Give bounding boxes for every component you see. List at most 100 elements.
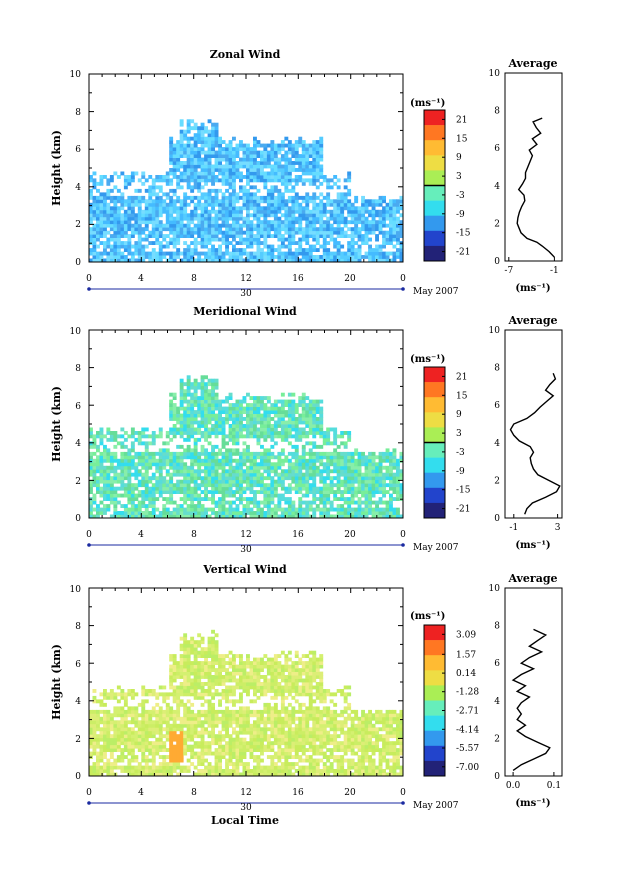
heat-cell — [357, 251, 362, 256]
heat-cell — [273, 216, 278, 221]
heat-cell — [130, 765, 135, 770]
heat-cell — [357, 486, 362, 491]
heat-cell — [242, 434, 247, 439]
heat-cell — [197, 431, 202, 435]
heat-cell — [312, 413, 317, 418]
heat-cell — [326, 469, 331, 474]
heat-cell — [158, 195, 163, 200]
heat-cell — [193, 504, 198, 508]
heat-cell — [197, 150, 202, 155]
heat-cell — [211, 765, 215, 770]
heat-cell — [207, 230, 212, 235]
heat-cell — [305, 434, 310, 439]
heat-cell — [329, 185, 334, 190]
heat-cell — [263, 223, 268, 228]
heat-cell — [137, 188, 142, 193]
heat-cell — [291, 188, 296, 193]
heat-cell — [347, 199, 352, 204]
heat-cell — [225, 490, 229, 494]
heat-cell — [294, 434, 299, 439]
heat-cell — [186, 140, 191, 144]
heat-cell — [137, 748, 142, 752]
heat-cell — [354, 195, 359, 200]
heat-cell — [280, 164, 285, 169]
heat-cell — [315, 507, 320, 512]
heat-cell — [266, 448, 271, 453]
heat-cell — [165, 244, 170, 249]
profile-y-tick-label: 10 — [489, 326, 501, 336]
heat-cell — [186, 479, 191, 484]
heat-cell — [235, 486, 240, 491]
heat-cell — [385, 258, 390, 263]
heat-cell — [92, 458, 97, 463]
heat-cell — [225, 220, 229, 225]
heat-cell — [280, 199, 285, 204]
heat-cell — [246, 455, 250, 460]
heat-cell — [256, 762, 261, 766]
heat-cell — [151, 511, 156, 515]
heat-cell — [368, 451, 372, 456]
heat-cell — [389, 199, 393, 204]
colorbar-band — [424, 412, 445, 428]
heat-cell — [305, 490, 310, 494]
heat-cell — [204, 171, 208, 176]
heat-cell — [214, 451, 219, 456]
heat-cell — [183, 202, 188, 207]
heat-cell — [172, 258, 177, 263]
heat-cell — [305, 237, 310, 242]
heat-cell — [280, 469, 285, 474]
heat-cell — [270, 168, 275, 172]
heat-cell — [92, 181, 97, 186]
heat-cell — [92, 223, 97, 228]
heat-cell — [183, 192, 188, 197]
heat-cell — [228, 403, 233, 407]
heat-cell — [333, 772, 338, 777]
profile-y-tick-label: 0 — [494, 257, 500, 267]
heat-cell — [228, 164, 233, 169]
heat-cell — [103, 175, 107, 179]
heat-cell — [148, 462, 153, 467]
heat-cell — [354, 462, 359, 467]
heat-cell — [340, 455, 345, 460]
heat-cell — [246, 392, 250, 397]
heat-cell — [347, 479, 352, 484]
heat-cell — [123, 230, 128, 235]
heat-cell — [214, 403, 219, 407]
heat-cell — [134, 472, 139, 477]
heat-cell — [218, 161, 222, 165]
heat-cell — [151, 230, 156, 235]
heat-cell — [364, 465, 369, 470]
heat-cell — [221, 462, 226, 467]
heat-cell — [183, 472, 188, 477]
heat-cell — [357, 469, 362, 474]
heat-cell — [211, 378, 215, 383]
heat-cell — [368, 507, 372, 512]
heat-cell — [123, 213, 128, 218]
heat-cell — [134, 507, 139, 512]
heat-cell — [158, 490, 163, 494]
heat-cell — [326, 748, 331, 752]
heat-cell — [249, 486, 254, 491]
heat-cell — [371, 476, 376, 481]
heat-cell — [315, 185, 320, 190]
heat-cell — [96, 762, 100, 766]
heat-cell — [204, 234, 208, 238]
heat-cell — [266, 486, 271, 491]
heat-cell — [294, 431, 299, 435]
heat-cell — [256, 511, 261, 515]
heat-cell — [333, 493, 338, 498]
heat-cell — [176, 154, 181, 158]
heat-cell — [246, 244, 250, 249]
heat-cell — [277, 417, 282, 421]
heat-cell — [116, 514, 121, 519]
heat-cell — [287, 258, 292, 263]
heat-cell — [190, 157, 195, 162]
heat-cell — [207, 216, 212, 221]
heat-cell — [305, 765, 310, 770]
heat-cell — [127, 216, 132, 221]
heat-cell — [176, 444, 181, 449]
heat-cell — [158, 178, 163, 183]
heat-cell — [204, 769, 208, 773]
heat-cell — [232, 493, 236, 498]
heat-cell — [141, 431, 146, 435]
